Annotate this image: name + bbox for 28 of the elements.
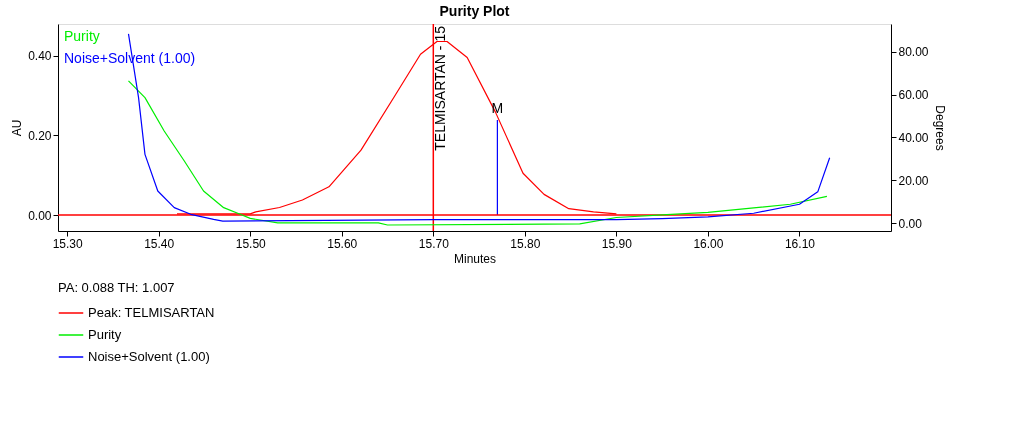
x-tick-label: 16.00 [693, 236, 724, 251]
x-tick-label: 15.50 [235, 236, 267, 251]
legend-label: Noise+Solvent (1.00) [88, 349, 210, 364]
x-tick-label: 15.30 [52, 236, 83, 251]
y2-tick-label: 60.00 [898, 88, 929, 103]
x-tick-label: 15.40 [144, 236, 175, 251]
x-tick-label: 15.70 [418, 236, 450, 251]
ref-line-label: TELMISARTAN - 15 [432, 25, 449, 151]
y-axis-title: AU [10, 119, 25, 137]
annotation: M [491, 99, 504, 116]
x-axis-title: Minutes [453, 251, 497, 266]
y-tick-label: 0.00 [28, 208, 52, 223]
x-tick-label: 15.60 [327, 236, 358, 251]
y-tick-label: 0.40 [28, 49, 52, 64]
y2-axis-title: Degrees [932, 105, 947, 151]
text: Purity [64, 28, 100, 44]
chart-title: Purity Plot [439, 3, 510, 20]
y2-tick-label: 20.00 [898, 173, 929, 188]
y-tick-label: 0.20 [28, 128, 52, 143]
y2-tick-label: 0.00 [898, 216, 923, 231]
x-tick-label: 15.90 [601, 236, 633, 251]
legend-title: PA: 0.088 TH: 1.007 [58, 280, 175, 295]
legend-label: Peak: TELMISARTAN [88, 305, 215, 320]
x-tick-label: 15.80 [510, 236, 541, 251]
legend-label: Purity [88, 327, 122, 342]
y2-tick-label: 40.00 [898, 130, 929, 145]
y2-tick-label: 80.00 [898, 45, 929, 60]
x-tick-label: 16.10 [784, 236, 816, 251]
